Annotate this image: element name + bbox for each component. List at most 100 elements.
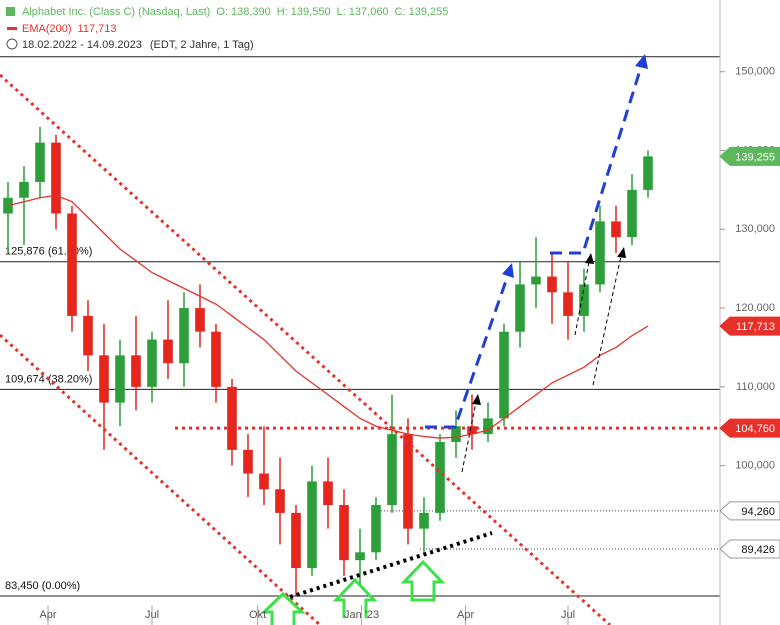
candle-body bbox=[275, 489, 285, 513]
axis-background bbox=[720, 0, 780, 625]
ema-line bbox=[7, 194, 649, 439]
level-label: 125,876 (61.80%) bbox=[5, 246, 92, 258]
candle-body bbox=[307, 481, 317, 569]
arrow-head bbox=[472, 394, 481, 405]
period: 18.02.2022 - 14.09.2023 bbox=[22, 39, 142, 51]
candle-body bbox=[419, 512, 429, 529]
candle-body bbox=[611, 221, 621, 238]
candle-body bbox=[435, 442, 445, 513]
candle-body bbox=[259, 473, 269, 490]
candle-body bbox=[19, 182, 29, 198]
x-tick-label: Jul bbox=[145, 609, 159, 621]
y-tick-label: 100,000 bbox=[735, 460, 775, 472]
projection bbox=[592, 255, 622, 386]
candle-body bbox=[627, 189, 637, 238]
candle-body bbox=[515, 284, 525, 332]
price-tag bbox=[719, 501, 780, 521]
candle-body bbox=[243, 449, 253, 474]
x-tick-label: Jul bbox=[561, 609, 575, 621]
period-note: (EDT, 2 Jahre, 1 Tag) bbox=[150, 39, 254, 51]
signal-arrow bbox=[332, 577, 378, 618]
y-tick-label: 150,000 bbox=[735, 66, 775, 78]
indicator-name: EMA(200) bbox=[22, 23, 72, 35]
plot-area: 125,876 (61.80%)109,674 (38.20%)83,450 (… bbox=[0, 56, 720, 597]
candle-body bbox=[179, 308, 189, 364]
candle-body bbox=[131, 355, 141, 387]
candle-body bbox=[195, 308, 205, 332]
candle-body bbox=[467, 426, 477, 435]
price-tag-label: 117,713 bbox=[736, 321, 775, 333]
candle-body bbox=[339, 505, 349, 561]
title: Alphabet Inc. (Class C) (Nasdaq, Last) bbox=[22, 6, 210, 18]
x-tick-label: Jan '23 bbox=[344, 609, 379, 621]
candle-body bbox=[403, 434, 413, 529]
arrow-head bbox=[585, 253, 594, 264]
x-tick-label: Okt bbox=[249, 609, 266, 621]
candle-body bbox=[547, 276, 557, 293]
indicator-icon bbox=[7, 27, 17, 30]
projection bbox=[574, 261, 590, 336]
price-tag bbox=[719, 539, 780, 559]
candle-body bbox=[531, 276, 541, 285]
candle-body bbox=[355, 552, 365, 561]
level-label: 83,450 (0.00%) bbox=[5, 580, 80, 592]
candle-body bbox=[211, 331, 221, 387]
y-tick-label: 120,000 bbox=[735, 302, 775, 314]
arrow-head bbox=[617, 247, 626, 258]
candle-body bbox=[579, 284, 589, 316]
candle-body bbox=[147, 339, 157, 387]
y-tick-label: 110,000 bbox=[736, 381, 775, 393]
candle-body bbox=[643, 156, 653, 190]
clock-icon bbox=[6, 38, 18, 50]
period-line: 18.02.2022 - 14.09.2023 (EDT, 2 Jahre, 1 … bbox=[22, 39, 254, 51]
price-tag-label: 139,255 bbox=[735, 151, 775, 163]
header-line: Alphabet Inc. (Class C) (Nasdaq, Last) O:… bbox=[22, 6, 448, 18]
candle-body bbox=[83, 315, 93, 356]
y-tick-label: 130,000 bbox=[735, 223, 775, 235]
channel-line bbox=[0, 333, 322, 625]
ohlc: L: 137,060 bbox=[337, 6, 389, 18]
candle-body bbox=[227, 386, 237, 450]
candle-body bbox=[371, 505, 381, 553]
candle-body bbox=[291, 512, 301, 569]
annotations bbox=[0, 54, 648, 625]
candle-body bbox=[387, 434, 397, 506]
arrow-head bbox=[635, 54, 648, 69]
candle-body bbox=[67, 213, 77, 316]
axes: 100,000110,000120,000130,000140,000150,0… bbox=[39, 66, 780, 625]
support-line bbox=[289, 531, 493, 599]
x-tick-label: Apr bbox=[457, 609, 474, 621]
candle-body bbox=[323, 481, 333, 506]
candle-body bbox=[115, 355, 125, 403]
price-tag bbox=[719, 316, 780, 336]
ohlc: H: 139,550 bbox=[277, 6, 331, 18]
projection bbox=[425, 274, 510, 429]
candle-body bbox=[483, 418, 493, 435]
x-tick-label: Apr bbox=[39, 609, 56, 621]
price-tag-label: 89,426 bbox=[741, 544, 775, 556]
ohlc: O: 138,390 bbox=[216, 6, 270, 18]
signal-arrow bbox=[260, 591, 306, 625]
ohlc: C: 139,255 bbox=[395, 6, 449, 18]
signal-arrow bbox=[400, 559, 446, 602]
candle-body bbox=[99, 355, 109, 403]
indicator-line: EMA(200) 117,713 bbox=[22, 23, 116, 35]
candle-body bbox=[499, 331, 509, 419]
price-tag-label: 104,760 bbox=[735, 423, 775, 435]
candle-body bbox=[35, 142, 45, 182]
price-tag-label: 94,260 bbox=[741, 506, 775, 518]
candle-body bbox=[451, 426, 461, 442]
price-tag bbox=[719, 146, 780, 166]
candle-body bbox=[51, 142, 61, 214]
candle-body bbox=[595, 221, 605, 285]
candle-body bbox=[163, 339, 173, 364]
arrow-head bbox=[502, 263, 514, 278]
projection bbox=[461, 401, 477, 473]
indicator-value: 117,713 bbox=[78, 23, 117, 35]
series-icon bbox=[6, 7, 15, 16]
price-tag bbox=[719, 418, 780, 438]
candle-body bbox=[563, 292, 573, 316]
projection bbox=[550, 66, 643, 255]
